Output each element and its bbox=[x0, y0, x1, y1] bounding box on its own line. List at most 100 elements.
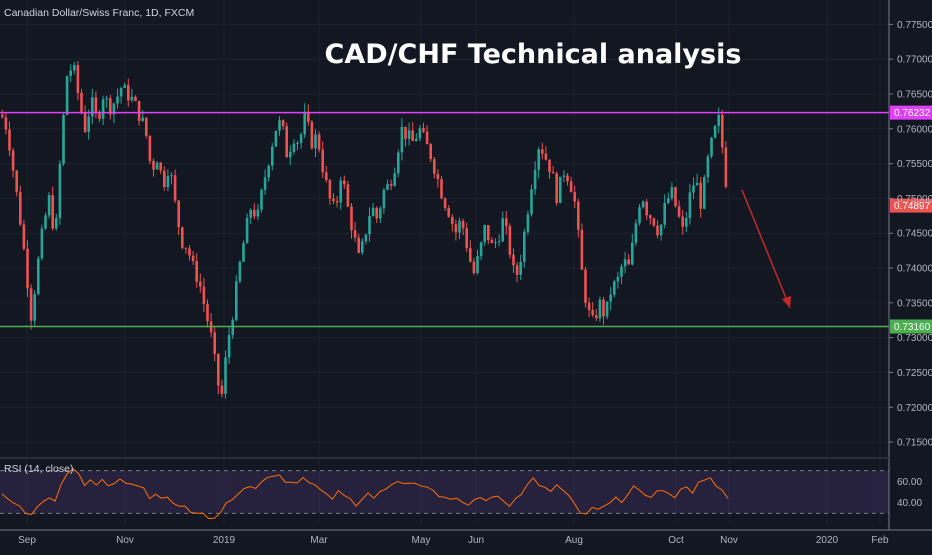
price-tick-label: 0.75500 bbox=[897, 159, 932, 170]
price-tick-label: 0.73500 bbox=[897, 298, 932, 309]
candle-body bbox=[44, 215, 47, 229]
candle-body bbox=[717, 114, 720, 126]
candle-body bbox=[382, 189, 386, 209]
candle-body bbox=[713, 125, 717, 138]
candle-body bbox=[296, 143, 299, 145]
price-tick-label: 0.76000 bbox=[897, 124, 932, 135]
candle-body bbox=[577, 201, 580, 230]
candle-body bbox=[677, 206, 681, 217]
candle-body bbox=[706, 156, 710, 178]
candle-body bbox=[375, 207, 378, 219]
candle-body bbox=[328, 180, 332, 199]
candle-body bbox=[166, 176, 170, 187]
candle-body bbox=[479, 242, 483, 257]
candle-body bbox=[454, 224, 458, 233]
candle-body bbox=[62, 114, 65, 164]
time-tick-label: Nov bbox=[720, 535, 738, 546]
candle-body bbox=[523, 231, 526, 262]
candle-body bbox=[206, 303, 209, 322]
candle-body bbox=[29, 288, 33, 321]
candle-body bbox=[379, 208, 382, 219]
candle-body bbox=[451, 216, 454, 225]
time-tick-label: Aug bbox=[565, 535, 583, 546]
candle-body bbox=[652, 218, 656, 226]
candle-body bbox=[674, 187, 677, 207]
candle-body bbox=[332, 198, 335, 202]
candle-body bbox=[494, 242, 497, 244]
candle-body bbox=[137, 100, 141, 121]
candle-body bbox=[566, 175, 569, 182]
candle-body bbox=[310, 121, 314, 149]
candle-body bbox=[533, 169, 537, 190]
candle-body bbox=[526, 214, 530, 232]
candle-body bbox=[699, 182, 702, 209]
price-tick-label: 0.76500 bbox=[897, 89, 932, 100]
candle-body bbox=[227, 335, 231, 358]
candle-body bbox=[256, 209, 260, 217]
candle-body bbox=[555, 173, 558, 204]
candle-body bbox=[303, 111, 306, 135]
candle-body bbox=[105, 98, 108, 100]
candle-body bbox=[80, 92, 83, 112]
candle-body bbox=[101, 99, 105, 119]
candle-body bbox=[73, 64, 76, 71]
candle-body bbox=[641, 201, 645, 208]
candle-body bbox=[353, 230, 357, 238]
candle-body bbox=[307, 111, 310, 122]
time-tick-label: Nov bbox=[116, 535, 134, 546]
price-tick-label: 0.72000 bbox=[897, 403, 932, 414]
candle-body bbox=[19, 191, 22, 225]
candle-body bbox=[393, 173, 396, 186]
candle-body bbox=[55, 218, 58, 229]
price-tick-label: 0.77500 bbox=[897, 20, 932, 31]
candle-body bbox=[76, 64, 80, 93]
candle-body bbox=[184, 247, 188, 249]
candle-body bbox=[170, 175, 173, 177]
candle-body bbox=[595, 315, 598, 319]
rsi-tick-label: 40.00 bbox=[897, 498, 922, 509]
candle-body bbox=[397, 152, 400, 174]
candle-body bbox=[47, 195, 51, 216]
time-tick-label: Mar bbox=[310, 535, 328, 546]
candle-body bbox=[343, 180, 346, 185]
candle-body bbox=[94, 97, 98, 114]
candle-body bbox=[112, 103, 116, 115]
candle-body bbox=[692, 185, 695, 193]
candle-body bbox=[325, 172, 328, 181]
candle-body bbox=[83, 111, 87, 132]
candle-body bbox=[314, 134, 317, 149]
candle-body bbox=[685, 218, 688, 227]
candle-body bbox=[195, 261, 198, 282]
candle-body bbox=[605, 301, 609, 317]
candle-body bbox=[181, 227, 184, 248]
candle-body bbox=[69, 70, 72, 77]
time-tick-label: Jun bbox=[468, 535, 484, 546]
candle-body bbox=[141, 117, 144, 121]
candle-body bbox=[573, 192, 576, 202]
candle-body bbox=[681, 216, 684, 227]
time-tick-label: Oct bbox=[668, 535, 684, 546]
candle-body bbox=[584, 269, 587, 303]
candle-body bbox=[188, 248, 191, 256]
candle-body bbox=[15, 170, 18, 192]
time-tick-label: Feb bbox=[871, 535, 889, 546]
candle-body bbox=[497, 241, 501, 243]
candle-body bbox=[87, 116, 90, 132]
candle-body bbox=[598, 299, 602, 319]
candle-body bbox=[289, 151, 292, 158]
candle-body bbox=[710, 137, 713, 157]
candle-body bbox=[51, 195, 54, 229]
chart-title: CAD/CHF Technical analysis bbox=[325, 39, 742, 70]
candle-body bbox=[37, 258, 40, 294]
candle-body bbox=[469, 248, 472, 262]
support-badge-label: 0.73160 bbox=[894, 322, 931, 333]
candle-body bbox=[155, 162, 159, 170]
candle-body bbox=[299, 134, 303, 144]
candle-body bbox=[418, 128, 422, 139]
price-tick-label: 0.74500 bbox=[897, 229, 932, 240]
candle-body bbox=[411, 130, 414, 141]
levels-layer: 0.76232 0.74897 0.73160 bbox=[0, 105, 932, 334]
candle-body bbox=[476, 256, 479, 273]
